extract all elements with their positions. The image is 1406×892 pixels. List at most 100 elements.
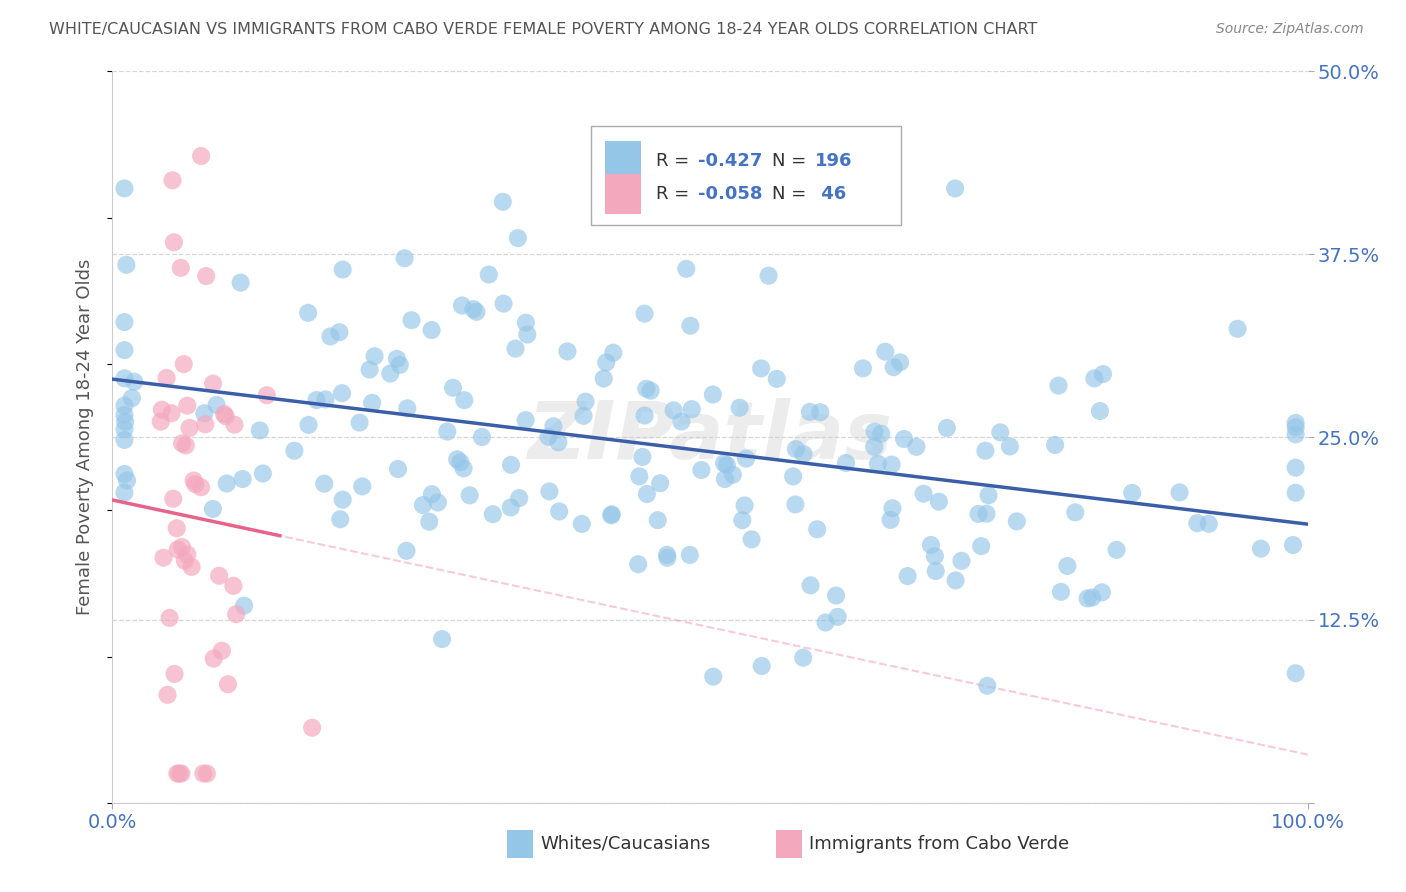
Point bbox=[600, 508, 623, 522]
Point bbox=[314, 392, 336, 407]
Point bbox=[655, 548, 678, 562]
Point bbox=[681, 402, 703, 417]
Point bbox=[1076, 591, 1098, 606]
Point bbox=[1285, 416, 1308, 430]
Point bbox=[114, 315, 135, 329]
Point bbox=[176, 548, 198, 562]
Point bbox=[205, 398, 228, 412]
Point bbox=[314, 476, 336, 491]
Point bbox=[976, 507, 998, 521]
Point bbox=[202, 651, 225, 665]
Point bbox=[870, 426, 893, 441]
Point bbox=[212, 407, 235, 421]
Point bbox=[935, 421, 957, 435]
FancyBboxPatch shape bbox=[776, 830, 801, 858]
Point bbox=[671, 415, 693, 429]
Point bbox=[650, 476, 672, 491]
Point bbox=[453, 393, 475, 408]
Point bbox=[977, 488, 1000, 502]
Point bbox=[702, 670, 724, 684]
Point bbox=[166, 766, 188, 780]
Point bbox=[1043, 438, 1066, 452]
Point bbox=[627, 557, 650, 571]
Point bbox=[114, 422, 135, 436]
Point bbox=[190, 149, 212, 163]
Point bbox=[159, 611, 181, 625]
Point bbox=[785, 442, 807, 456]
Point bbox=[1064, 505, 1087, 519]
Text: -0.427: -0.427 bbox=[699, 153, 762, 170]
Point bbox=[1168, 485, 1191, 500]
Point bbox=[1226, 322, 1249, 336]
Point bbox=[741, 533, 763, 547]
Point bbox=[150, 402, 173, 417]
Point bbox=[478, 268, 501, 282]
Text: -0.058: -0.058 bbox=[699, 186, 762, 203]
Point bbox=[647, 513, 669, 527]
Point bbox=[574, 394, 596, 409]
Point bbox=[882, 501, 904, 516]
Point bbox=[441, 381, 464, 395]
Point bbox=[176, 399, 198, 413]
Point bbox=[1285, 427, 1308, 442]
Point bbox=[721, 467, 744, 482]
Point bbox=[506, 231, 529, 245]
Point bbox=[160, 406, 183, 420]
Text: 196: 196 bbox=[815, 153, 852, 170]
Point bbox=[1081, 591, 1104, 605]
Point bbox=[184, 477, 207, 491]
Point bbox=[1285, 485, 1308, 500]
Point bbox=[211, 644, 233, 658]
Point bbox=[988, 425, 1011, 440]
Point bbox=[543, 419, 565, 434]
Point bbox=[679, 548, 702, 562]
Point bbox=[163, 235, 186, 250]
Point bbox=[943, 181, 966, 195]
Point bbox=[426, 495, 449, 509]
Point bbox=[114, 467, 135, 481]
Point bbox=[492, 296, 515, 310]
Point bbox=[195, 268, 218, 283]
Point bbox=[180, 559, 202, 574]
Point bbox=[169, 766, 191, 780]
Point bbox=[451, 298, 474, 312]
Point bbox=[716, 458, 738, 472]
Point bbox=[446, 452, 468, 467]
Point bbox=[170, 540, 193, 554]
Text: Source: ZipAtlas.com: Source: ZipAtlas.com bbox=[1216, 22, 1364, 37]
Point bbox=[928, 494, 950, 508]
Point bbox=[889, 355, 911, 369]
Point bbox=[508, 491, 530, 505]
Point bbox=[463, 302, 485, 317]
Point bbox=[602, 345, 624, 359]
Point bbox=[924, 549, 946, 563]
Point bbox=[571, 516, 593, 531]
FancyBboxPatch shape bbox=[605, 174, 641, 214]
Point bbox=[252, 467, 274, 481]
Point bbox=[330, 386, 353, 401]
Point bbox=[600, 508, 623, 523]
Point bbox=[249, 424, 271, 438]
Point bbox=[1285, 666, 1308, 681]
Point bbox=[808, 405, 831, 419]
Point bbox=[114, 181, 135, 195]
Point bbox=[396, 401, 419, 416]
Text: N =: N = bbox=[772, 153, 813, 170]
Point bbox=[925, 564, 948, 578]
Point bbox=[412, 498, 434, 512]
Point bbox=[124, 375, 146, 389]
Point bbox=[195, 766, 218, 780]
Point bbox=[1285, 420, 1308, 434]
FancyBboxPatch shape bbox=[605, 141, 641, 181]
Point bbox=[183, 474, 205, 488]
Point bbox=[976, 679, 998, 693]
Point bbox=[256, 388, 278, 402]
Point bbox=[628, 469, 651, 483]
Point bbox=[880, 458, 903, 472]
Point bbox=[866, 457, 889, 471]
Y-axis label: Female Poverty Among 18-24 Year Olds: Female Poverty Among 18-24 Year Olds bbox=[76, 259, 94, 615]
Point bbox=[465, 305, 488, 319]
Point bbox=[305, 392, 328, 407]
Point bbox=[515, 316, 537, 330]
Point bbox=[471, 430, 494, 444]
